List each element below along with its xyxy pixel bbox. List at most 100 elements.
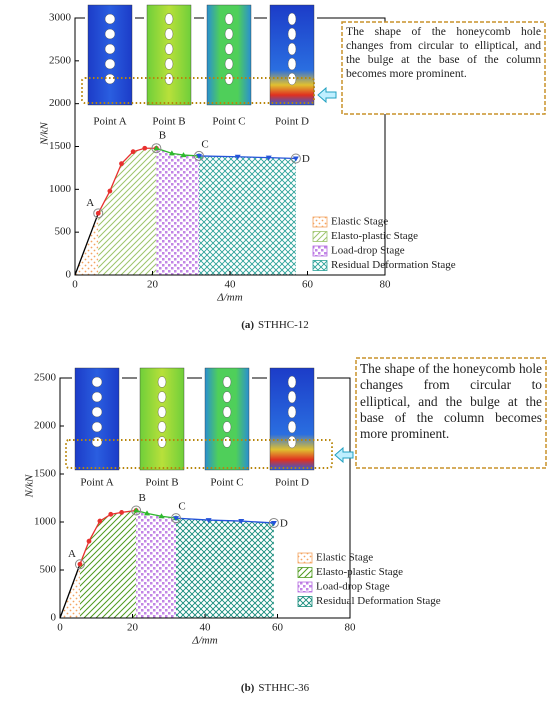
- y-tick-label: 1000: [34, 516, 57, 528]
- curve: [175, 517, 274, 524]
- point-highlight: [268, 517, 279, 528]
- note-container: The shape of the honeycomb hole changes …: [360, 361, 542, 442]
- fe-hole: [164, 13, 174, 25]
- data-point: [86, 538, 92, 544]
- y-tick-label: 1000: [49, 183, 72, 195]
- curve: [198, 155, 296, 160]
- data-point: [292, 156, 299, 162]
- data-point: [130, 149, 136, 155]
- curve: [79, 509, 137, 565]
- fe-hole: [91, 406, 103, 418]
- data-point: [97, 518, 103, 524]
- curve: [59, 564, 81, 619]
- y-tick-label: 3000: [49, 12, 72, 24]
- data-point: [119, 510, 125, 515]
- fe-hole: [91, 391, 103, 403]
- panel-label: Point D: [275, 116, 309, 128]
- x-tick-label: 60: [272, 622, 284, 634]
- legend-label: Elasto-plastic Stage: [316, 566, 403, 578]
- y-tick-label: 2500: [34, 372, 57, 384]
- caption-label: (a): [241, 319, 254, 331]
- point-highlight: [290, 153, 301, 164]
- caption-text: STHHC-12: [258, 319, 309, 331]
- note-box: [355, 357, 547, 469]
- point-highlight: [194, 150, 204, 161]
- fe-hole: [157, 421, 167, 433]
- data-point: [265, 155, 272, 161]
- legend-label: Residual Deformation Stage: [316, 595, 441, 607]
- caption: (b) STHHC-36: [241, 682, 310, 694]
- point-highlight: [131, 505, 142, 516]
- legend-swatch: [297, 596, 313, 607]
- x-tick-label: 20: [127, 622, 139, 634]
- highlight-region: [65, 439, 333, 469]
- legend-label: Elastic Stage: [331, 216, 388, 228]
- point-highlight: [151, 143, 162, 154]
- legend-label: Load-drop Stage: [316, 581, 390, 593]
- data-point: [180, 152, 187, 158]
- data-point: [142, 145, 148, 151]
- legend-swatch: [297, 581, 313, 593]
- legend-swatch: [312, 231, 328, 242]
- stage-area: [176, 518, 274, 618]
- y-tick-label: 2500: [49, 54, 72, 66]
- stage-area: [98, 148, 157, 275]
- data-point: [108, 511, 114, 517]
- data-point: [133, 507, 140, 513]
- fe-hole: [157, 391, 167, 403]
- fe-hole: [222, 436, 232, 448]
- point-highlight: [93, 208, 104, 219]
- caption-text: STHHC-36: [258, 682, 309, 694]
- fe-hole: [164, 28, 174, 40]
- fe-hole: [287, 390, 297, 404]
- legend-swatch: [312, 245, 328, 257]
- legend-label: Elasto-plastic Stage: [331, 230, 418, 242]
- fe-column: [74, 367, 120, 471]
- point-label: A: [68, 548, 76, 560]
- stage-area: [156, 148, 199, 275]
- curve: [156, 147, 200, 157]
- data-point: [77, 561, 83, 567]
- fe-hole: [222, 376, 232, 388]
- x-tick-label: 40: [225, 279, 237, 291]
- data-point: [205, 518, 212, 524]
- data-point: [95, 210, 101, 216]
- arrow: [334, 446, 354, 464]
- legend-label: Residual Deformation Stage: [331, 259, 456, 271]
- x-axis-label: Δ/mm: [191, 635, 217, 647]
- legend-swatch: [297, 567, 313, 578]
- data-point: [238, 519, 245, 525]
- x-axis-label: Δ/mm: [216, 292, 242, 304]
- panel-label: Point A: [80, 477, 113, 489]
- y-tick-label: 2000: [49, 97, 72, 109]
- fe-hole: [287, 27, 297, 41]
- y-tick-label: 0: [66, 269, 72, 281]
- note-box: [341, 21, 546, 115]
- x-tick-label: 80: [345, 622, 357, 634]
- stage-area: [199, 155, 296, 275]
- legend-swatch: [312, 260, 328, 271]
- stage-area: [79, 510, 137, 618]
- point-highlight: [74, 559, 85, 570]
- data-point: [168, 150, 175, 156]
- fe-hole: [287, 435, 297, 449]
- x-tick-label: 60: [302, 279, 314, 291]
- caption-label: (b): [241, 682, 255, 694]
- data-point: [270, 520, 277, 526]
- panel-label: Point A: [93, 116, 126, 128]
- fe-hole: [104, 28, 116, 40]
- point-label: B: [138, 492, 145, 504]
- fe-hole: [222, 421, 232, 433]
- y-tick-label: 500: [40, 564, 57, 576]
- note-text: The shape of the honeycomb hole changes …: [360, 361, 542, 442]
- fe-hole: [91, 421, 103, 433]
- fe-hole: [287, 375, 297, 389]
- arrow: [317, 86, 337, 104]
- fe-hole: [91, 376, 103, 388]
- y-tick-label: 2000: [34, 420, 57, 432]
- panel-label: Point C: [212, 116, 245, 128]
- note-text: The shape of the honeycomb hole changes …: [346, 25, 541, 81]
- fe-hole: [224, 13, 234, 25]
- x-tick-label: 0: [72, 279, 78, 291]
